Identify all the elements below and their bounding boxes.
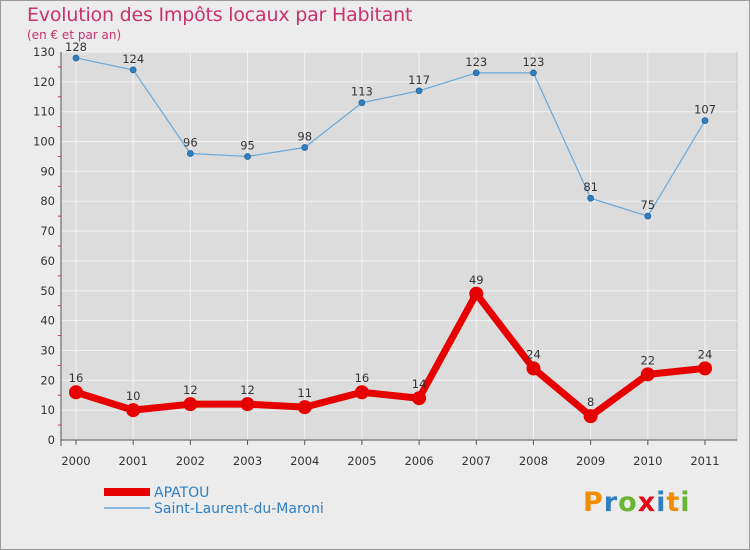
y-tick-label: 60	[40, 254, 55, 268]
data-point-apatou	[698, 361, 712, 376]
data-label-saint-laurent: 107	[694, 103, 716, 117]
logo-letter: r	[603, 487, 619, 518]
data-point-saint-laurent	[301, 144, 309, 151]
data-label-saint-laurent: 117	[408, 73, 430, 87]
data-point-apatou	[640, 367, 655, 382]
y-tick-label: 120	[33, 75, 55, 89]
logo-letter: o	[618, 487, 638, 518]
data-point-saint-laurent	[415, 87, 423, 95]
x-tick-label: 2007	[462, 454, 491, 468]
data-point-apatou	[183, 397, 198, 412]
y-tick-label: 90	[40, 164, 55, 178]
logo-letter: i	[656, 487, 667, 518]
data-point-saint-laurent	[644, 212, 652, 220]
proxiti-logo: Proxiti	[583, 487, 691, 518]
data-point-apatou	[69, 385, 83, 400]
y-tick-label: 10	[40, 403, 55, 417]
data-point-apatou	[297, 400, 312, 415]
data-label-apatou: 24	[526, 347, 541, 361]
data-point-saint-laurent	[530, 69, 537, 77]
series-line-saint-laurent	[75, 57, 706, 217]
data-label-saint-laurent: 123	[522, 55, 544, 69]
x-tick-label: 2010	[633, 454, 662, 468]
legend-label-apatou: APATOU	[154, 485, 209, 501]
data-point-saint-laurent	[72, 54, 80, 62]
chart-title: Evolution des Impôts locaux par Habitant	[27, 4, 413, 26]
x-tick-label: 2003	[233, 454, 262, 468]
data-label-apatou: 12	[183, 383, 198, 397]
series-line-apatou	[72, 290, 709, 420]
data-label-saint-laurent: 75	[640, 198, 655, 212]
data-point-saint-laurent	[587, 194, 594, 202]
y-tick-label: 70	[40, 224, 55, 238]
x-tick-label: 2009	[576, 454, 605, 468]
logo-letter: i	[680, 487, 691, 518]
y-tick-label: 110	[33, 105, 55, 119]
data-label-apatou: 49	[469, 273, 484, 287]
y-tick-label: 100	[33, 135, 55, 149]
data-point-apatou	[126, 403, 141, 418]
data-label-apatou: 11	[297, 386, 312, 400]
y-tick-label: 80	[40, 194, 55, 208]
data-label-apatou: 24	[698, 347, 713, 361]
y-tick-label: 0	[48, 433, 55, 447]
data-point-apatou	[469, 286, 484, 301]
data-label-apatou: 10	[126, 389, 141, 403]
data-label-apatou: 12	[240, 383, 255, 397]
data-label-apatou: 22	[640, 353, 655, 367]
data-point-apatou	[240, 397, 255, 412]
logo-letter: P	[583, 487, 604, 518]
logo-letter: x	[637, 487, 657, 518]
x-tick-label: 2004	[290, 454, 319, 468]
data-point-apatou	[526, 361, 541, 376]
data-label-saint-laurent: 124	[122, 52, 144, 66]
x-tick-label: 2000	[61, 454, 90, 468]
data-label-saint-laurent: 81	[583, 180, 598, 194]
y-tick-label: 20	[40, 373, 55, 387]
data-label-saint-laurent: 95	[240, 138, 255, 152]
axes: 0 10 20 30 40 50 60 70 80 90 100 110 120 130 2000 2001 2…	[33, 45, 737, 468]
data-point-apatou	[583, 409, 598, 424]
data-label-apatou: 14	[412, 377, 427, 391]
y-tick-label: 50	[40, 284, 55, 298]
y-tick-label: 130	[33, 45, 55, 59]
data-point-apatou	[412, 391, 427, 406]
data-point-saint-laurent	[358, 99, 366, 107]
x-tick-label: 2011	[690, 454, 719, 468]
y-tick-label: 30	[40, 343, 55, 357]
data-label-apatou: 16	[69, 371, 84, 385]
logo-letter: t	[666, 487, 681, 518]
data-label-apatou: 8	[587, 395, 594, 409]
data-label-saint-laurent: 98	[297, 130, 312, 144]
x-tick-label: 2001	[119, 454, 148, 468]
y-tick-label: 40	[40, 314, 55, 328]
x-tick-label: 2002	[176, 454, 205, 468]
data-label-saint-laurent: 96	[183, 135, 198, 149]
data-label-saint-laurent: 123	[465, 55, 487, 69]
x-tick-label: 2006	[404, 454, 433, 468]
data-point-apatou	[354, 385, 369, 400]
data-point-saint-laurent	[187, 150, 194, 157]
legend-label-saint-laurent: Saint-Laurent-du-Maroni	[154, 501, 324, 517]
data-point-saint-laurent	[701, 117, 709, 124]
data-label-saint-laurent: 113	[351, 85, 373, 99]
data-point-saint-laurent	[244, 153, 251, 160]
data-label-saint-laurent: 128	[65, 40, 87, 54]
x-tick-label: 2008	[519, 454, 548, 468]
data-label-apatou: 16	[355, 371, 370, 385]
series-group: 128 124 96 95 98 113 117 123 123 81 75 107 16 10 12 12 1…	[65, 40, 716, 424]
chart-subtitle: (en € et par an)	[27, 28, 122, 42]
data-point-saint-laurent	[472, 69, 480, 77]
plot-background	[60, 51, 738, 441]
x-tick-label: 2005	[347, 454, 376, 468]
data-point-saint-laurent	[129, 66, 137, 74]
